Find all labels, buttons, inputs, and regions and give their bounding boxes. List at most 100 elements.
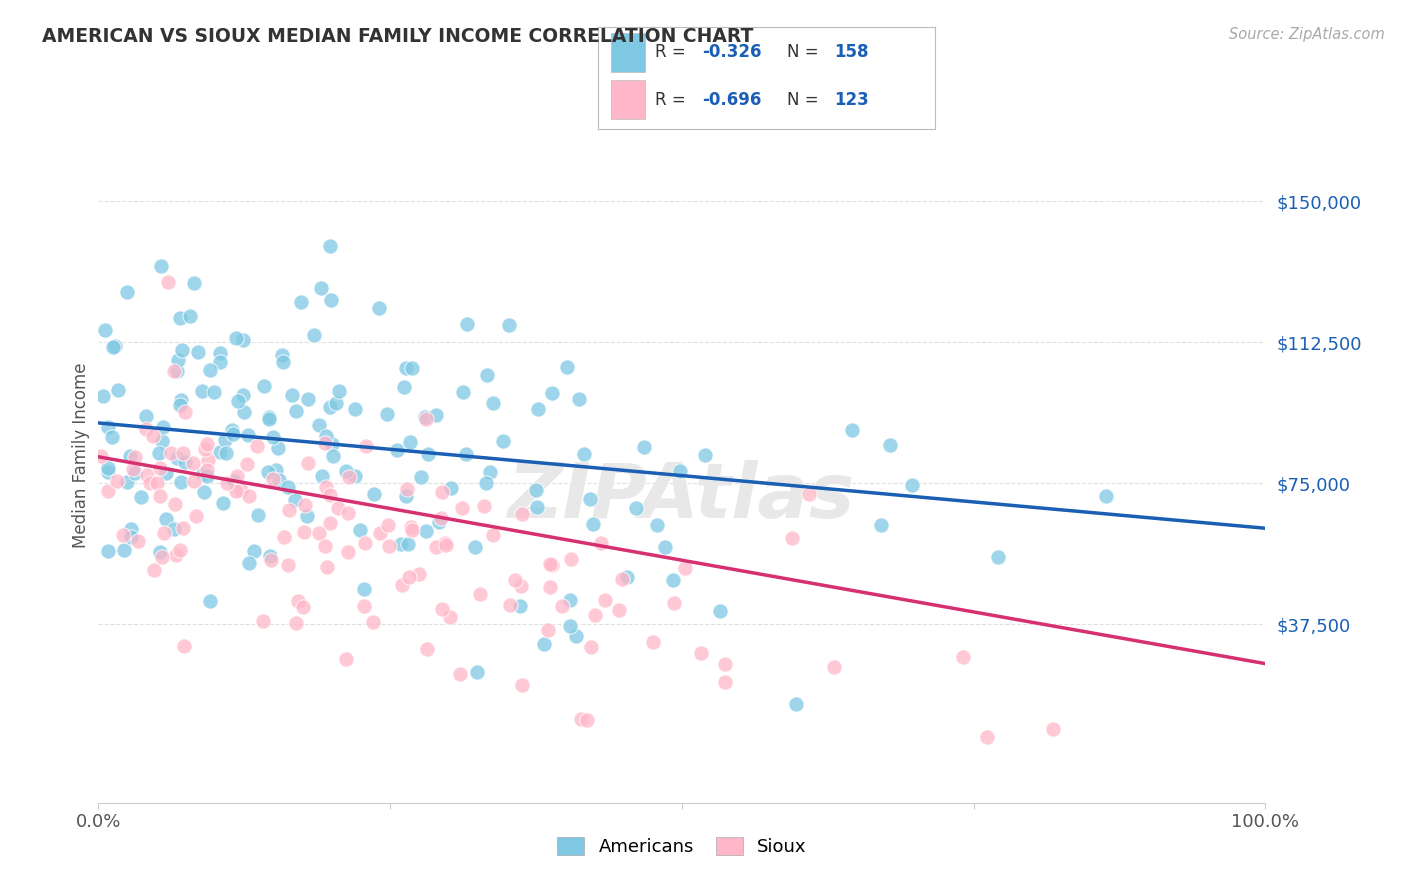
Point (150, 434, 173, 449)
Point (195, 436, 218, 450)
Point (401, 523, 423, 537)
Point (264, 463, 287, 477)
Point (583, 608, 606, 623)
Point (349, 523, 371, 537)
Point (413, 410, 436, 425)
Point (673, 561, 696, 575)
Point (976, 730, 998, 744)
Point (465, 665, 488, 679)
Point (97, 420, 120, 434)
Point (439, 481, 461, 495)
Point (399, 434, 422, 449)
Point (169, 310, 191, 325)
Point (396, 537, 419, 551)
Point (212, 496, 235, 510)
Point (415, 524, 437, 538)
FancyBboxPatch shape (612, 33, 645, 72)
Point (238, 489, 260, 503)
Point (610, 572, 633, 586)
Point (148, 545, 170, 559)
Point (195, 463, 218, 477)
Point (624, 500, 647, 515)
Point (510, 508, 533, 522)
Text: 158: 158 (834, 44, 869, 62)
Point (1042, 723, 1064, 737)
Point (309, 281, 332, 295)
Point (823, 659, 845, 673)
Point (336, 507, 359, 521)
Point (510, 579, 533, 593)
Text: N =: N = (786, 44, 824, 62)
Point (398, 570, 420, 584)
Point (257, 412, 280, 426)
Point (262, 472, 284, 486)
Point (353, 599, 375, 613)
Point (165, 497, 187, 511)
Point (214, 433, 236, 447)
Point (322, 449, 344, 463)
Point (143, 563, 166, 577)
Point (427, 516, 450, 530)
Point (439, 609, 461, 624)
Text: AMERICAN VS SIOUX MEDIAN FAMILY INCOME CORRELATION CHART: AMERICAN VS SIOUX MEDIAN FAMILY INCOME C… (42, 27, 754, 45)
Point (115, 475, 138, 490)
Text: 123: 123 (834, 91, 869, 109)
Point (150, 549, 173, 564)
Point (690, 646, 713, 660)
Point (295, 509, 318, 524)
Point (540, 558, 562, 572)
Point (190, 384, 212, 398)
Point (492, 434, 515, 449)
Point (260, 553, 283, 567)
Point (101, 340, 124, 354)
Point (135, 409, 157, 423)
Point (314, 436, 336, 450)
Point (645, 517, 668, 532)
Point (183, 276, 205, 290)
Point (155, 466, 177, 480)
Point (169, 542, 191, 557)
Point (184, 509, 207, 524)
Point (112, 542, 135, 557)
Point (94, 323, 117, 337)
Point (377, 539, 399, 553)
Point (451, 501, 474, 516)
Point (541, 385, 564, 400)
Point (356, 439, 378, 453)
Point (124, 450, 146, 464)
Point (174, 455, 197, 469)
Point (226, 393, 249, 408)
Point (354, 536, 377, 550)
Point (449, 666, 471, 681)
Point (172, 343, 194, 358)
Point (560, 593, 582, 607)
Point (709, 604, 731, 618)
Point (281, 387, 304, 401)
Point (662, 596, 685, 610)
Point (170, 475, 193, 490)
Point (591, 536, 613, 550)
Point (434, 538, 457, 552)
Point (149, 259, 172, 273)
Point (142, 429, 165, 443)
Point (579, 640, 602, 654)
Point (616, 570, 638, 584)
Point (194, 442, 217, 457)
FancyBboxPatch shape (612, 80, 645, 119)
Point (952, 650, 974, 665)
Point (609, 603, 631, 617)
Point (641, 634, 664, 648)
Point (593, 593, 616, 607)
Point (122, 462, 145, 476)
Point (512, 678, 534, 692)
Point (335, 464, 357, 478)
Point (396, 482, 419, 496)
Point (987, 550, 1010, 565)
Point (297, 392, 319, 407)
Point (1095, 489, 1118, 503)
Point (236, 457, 259, 471)
Point (202, 385, 225, 400)
Point (246, 439, 269, 453)
Point (267, 442, 290, 456)
Point (257, 409, 280, 424)
